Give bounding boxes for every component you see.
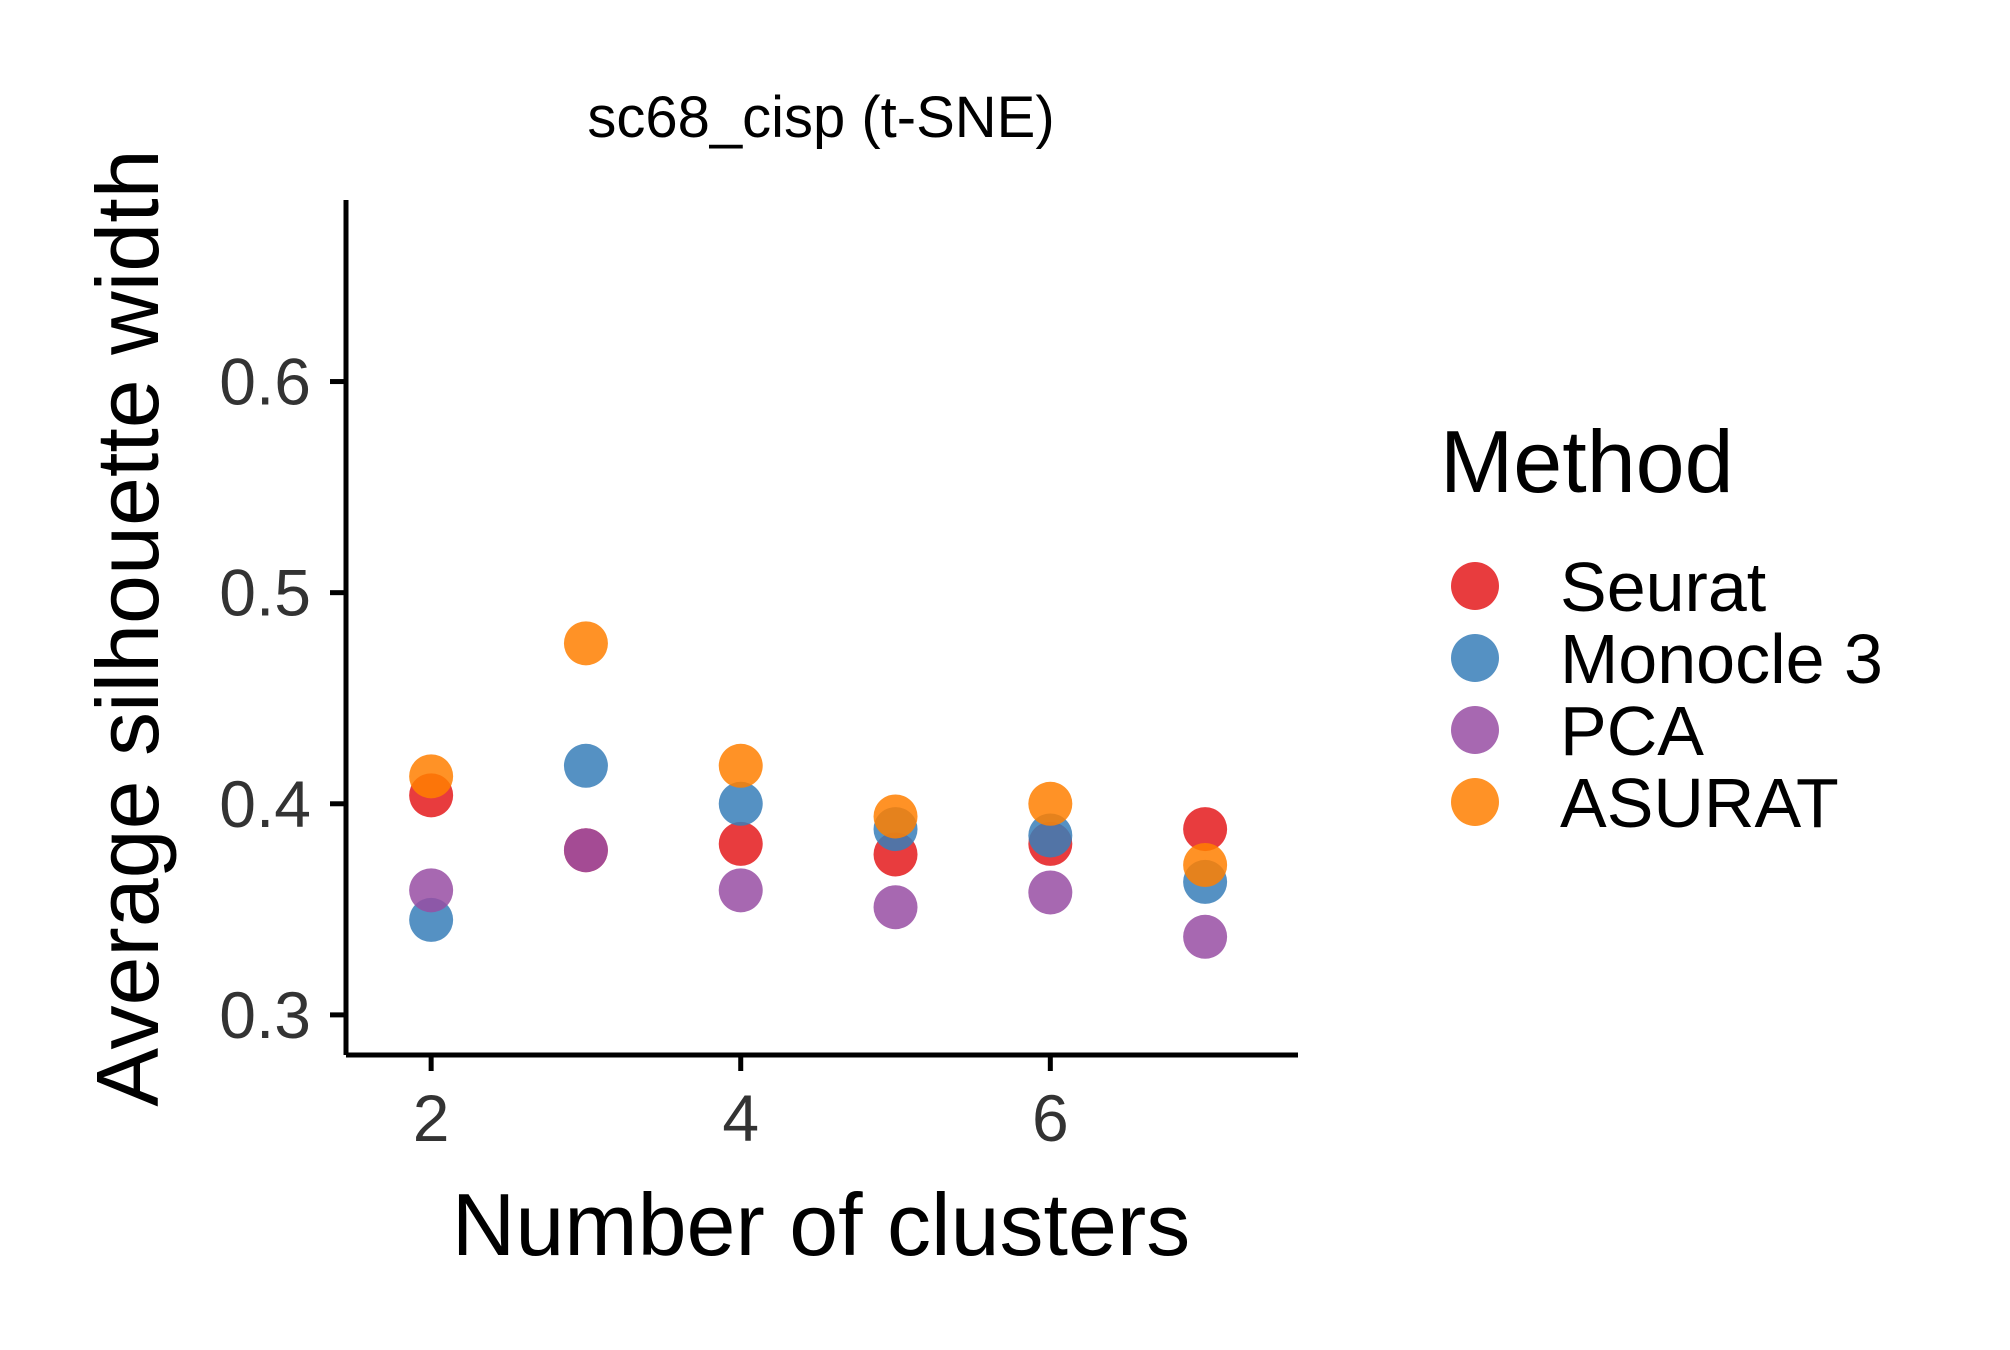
point-monocle-3 [1028, 813, 1073, 858]
x-axis-title: Number of clusters [452, 1175, 1190, 1274]
point-seurat [718, 821, 763, 866]
point-asurat [873, 794, 918, 839]
point-asurat [1183, 843, 1228, 887]
legend-key [1451, 778, 1499, 826]
point-pca [873, 885, 918, 930]
point-monocle-3 [563, 743, 608, 788]
point-asurat [409, 754, 454, 799]
point-monocle-3 [718, 781, 763, 826]
plot-points [409, 621, 1228, 959]
point-pca [718, 868, 763, 913]
point-pca [1183, 914, 1228, 959]
legend-key [1451, 706, 1499, 754]
x-tick-label: 6 [1032, 1081, 1069, 1155]
legend-label: Seurat [1560, 548, 1766, 626]
legend-label: PCA [1560, 692, 1704, 770]
y-tick-label: 0.4 [219, 767, 311, 841]
point-pca [563, 828, 608, 873]
point-pca [1028, 870, 1073, 915]
legend-label: ASURAT [1560, 764, 1839, 842]
chart-title: sc68_cisp (t-SNE) [587, 85, 1054, 150]
legend-key [1451, 634, 1499, 682]
y-axis-title: Average silhouette width [78, 149, 177, 1106]
x-axis-ticks: 2 4 6 [413, 1055, 1069, 1155]
legend-title: Method [1440, 412, 1734, 511]
y-tick-label: 0.5 [219, 556, 311, 630]
y-tick-label: 0.3 [219, 978, 311, 1052]
legend-label: Monocle 3 [1560, 620, 1883, 698]
point-asurat [563, 621, 608, 666]
y-tick-label: 0.6 [219, 345, 311, 419]
legend-key [1451, 562, 1499, 610]
point-seurat [1183, 807, 1228, 852]
point-asurat [718, 743, 763, 788]
x-tick-label: 4 [722, 1081, 759, 1155]
point-pca [409, 868, 454, 913]
x-tick-label: 2 [413, 1081, 450, 1155]
y-axis-ticks: 0.3 0.4 0.5 0.6 [219, 345, 346, 1052]
point-asurat [1028, 781, 1073, 826]
